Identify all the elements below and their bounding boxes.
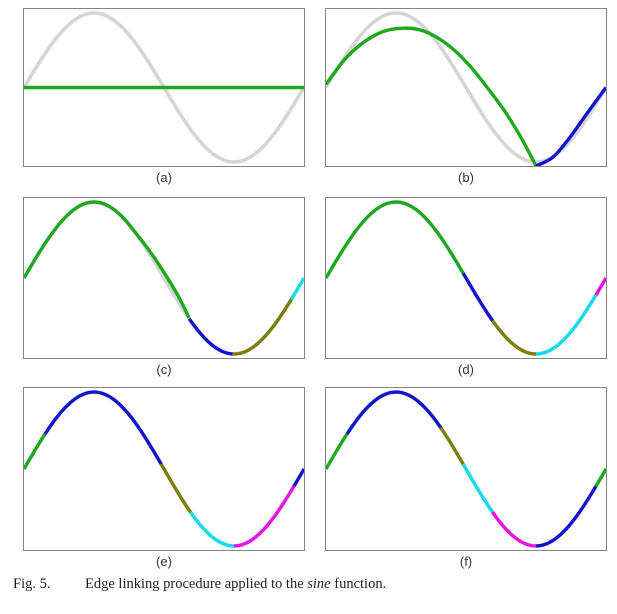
panel-c: (c) — [23, 197, 305, 377]
panel-e-plot — [23, 387, 305, 551]
panel-a-plot — [23, 8, 305, 167]
panel-c-plot — [23, 197, 305, 359]
panel-e: (e) — [23, 387, 305, 569]
caption-suffix: function. — [330, 576, 387, 592]
panel-b-plot — [325, 8, 607, 167]
panel-a: (a) — [23, 8, 305, 185]
panel-d: (d) — [325, 197, 607, 377]
caption-italic-word: sine — [307, 576, 331, 592]
figure-caption: Fig. 5. Edge linking procedure applied to… — [13, 576, 603, 593]
panel-d-plot — [325, 197, 607, 359]
panel-b-label: (b) — [458, 170, 474, 185]
panel-f-plot — [325, 387, 607, 551]
caption-figure-number: Fig. 5. — [13, 576, 51, 592]
panel-c-label: (c) — [156, 362, 172, 377]
panel-f: (f) — [325, 387, 607, 569]
caption-text: Edge linking procedure applied to the si… — [85, 576, 386, 592]
caption-body: Edge linking procedure applied to the — [85, 576, 308, 592]
panel-b: (b) — [325, 8, 607, 185]
panel-a-label: (a) — [156, 170, 172, 185]
panel-e-label: (e) — [156, 554, 172, 569]
panel-f-label: (f) — [459, 554, 473, 569]
panel-d-label: (d) — [458, 362, 474, 377]
